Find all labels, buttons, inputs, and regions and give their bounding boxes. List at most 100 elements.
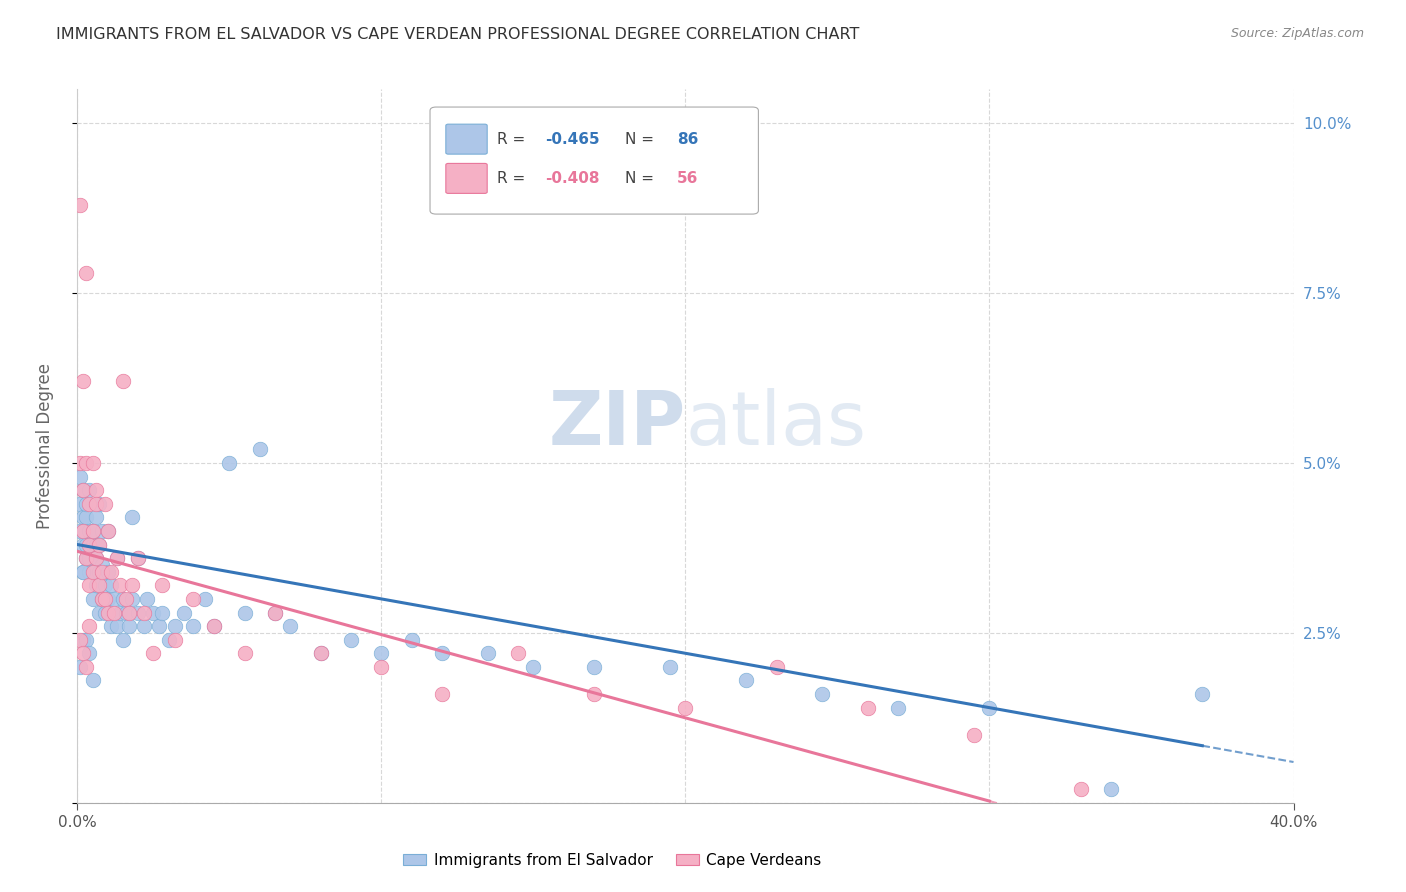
- Point: [87, 537, 110, 551]
- Point: [69, 469, 91, 483]
- Point: [233, 646, 256, 660]
- Point: [90, 565, 112, 579]
- Point: [152, 578, 174, 592]
- Point: [121, 578, 143, 592]
- Point: [121, 510, 143, 524]
- Point: [87, 497, 110, 511]
- Point: [1099, 782, 1122, 797]
- Y-axis label: Professional Degree: Professional Degree: [35, 363, 53, 529]
- Point: [508, 646, 530, 660]
- Point: [100, 578, 122, 592]
- Point: [97, 524, 120, 538]
- Point: [84, 483, 107, 498]
- Point: [82, 591, 104, 606]
- Point: [100, 565, 122, 579]
- Point: [87, 537, 110, 551]
- Point: [84, 497, 107, 511]
- Point: [90, 591, 112, 606]
- Point: [72, 565, 94, 579]
- Legend: Immigrants from El Salvador, Cape Verdeans: Immigrants from El Salvador, Cape Verdea…: [398, 847, 828, 873]
- FancyBboxPatch shape: [446, 163, 488, 194]
- Point: [103, 591, 125, 606]
- Point: [309, 646, 332, 660]
- Point: [127, 606, 149, 620]
- Point: [82, 524, 104, 538]
- Point: [97, 565, 120, 579]
- Point: [75, 551, 97, 566]
- Text: R =: R =: [496, 132, 530, 146]
- Text: -0.408: -0.408: [546, 171, 600, 186]
- Point: [93, 578, 115, 592]
- Point: [432, 646, 454, 660]
- Point: [84, 551, 107, 566]
- Point: [72, 565, 94, 579]
- Point: [1070, 782, 1092, 797]
- Point: [79, 565, 101, 579]
- Point: [173, 606, 195, 620]
- Point: [72, 524, 94, 538]
- Point: [105, 551, 128, 566]
- Point: [72, 483, 94, 498]
- Point: [115, 591, 138, 606]
- Point: [194, 591, 217, 606]
- Point: [127, 551, 149, 566]
- Point: [84, 551, 107, 566]
- Text: N =: N =: [624, 171, 658, 186]
- Point: [87, 606, 110, 620]
- Point: [84, 510, 107, 524]
- Point: [856, 700, 879, 714]
- Point: [401, 632, 423, 647]
- Point: [811, 687, 834, 701]
- Text: atlas: atlas: [686, 388, 866, 461]
- Point: [157, 632, 180, 647]
- Point: [370, 646, 392, 660]
- Point: [90, 591, 112, 606]
- Point: [887, 700, 910, 714]
- Point: [87, 565, 110, 579]
- Point: [233, 606, 256, 620]
- Point: [163, 619, 186, 633]
- Point: [136, 591, 159, 606]
- Point: [75, 537, 97, 551]
- Point: [127, 551, 149, 566]
- Point: [522, 660, 544, 674]
- Point: [82, 524, 104, 538]
- Point: [90, 558, 112, 572]
- Point: [72, 375, 94, 389]
- Point: [181, 591, 204, 606]
- Point: [963, 728, 986, 742]
- Point: [148, 619, 170, 633]
- Point: [69, 524, 91, 538]
- Point: [72, 537, 94, 551]
- Point: [75, 497, 97, 511]
- Point: [583, 660, 606, 674]
- Point: [432, 687, 454, 701]
- Point: [79, 537, 101, 551]
- Point: [79, 646, 101, 660]
- Point: [477, 646, 499, 660]
- Point: [82, 565, 104, 579]
- Point: [765, 660, 787, 674]
- Point: [675, 700, 697, 714]
- Point: [105, 551, 128, 566]
- Point: [121, 591, 143, 606]
- Point: [202, 619, 225, 633]
- Point: [79, 578, 101, 592]
- Point: [97, 606, 120, 620]
- Point: [979, 700, 1001, 714]
- Point: [75, 551, 97, 566]
- Point: [72, 646, 94, 660]
- Point: [93, 606, 115, 620]
- Point: [75, 660, 97, 674]
- Point: [659, 660, 682, 674]
- Point: [735, 673, 758, 688]
- Point: [79, 524, 101, 538]
- Point: [142, 606, 165, 620]
- Point: [84, 537, 107, 551]
- Point: [181, 619, 204, 633]
- Point: [69, 660, 91, 674]
- Point: [111, 591, 134, 606]
- Point: [118, 619, 141, 633]
- Point: [264, 606, 287, 620]
- Point: [69, 632, 91, 647]
